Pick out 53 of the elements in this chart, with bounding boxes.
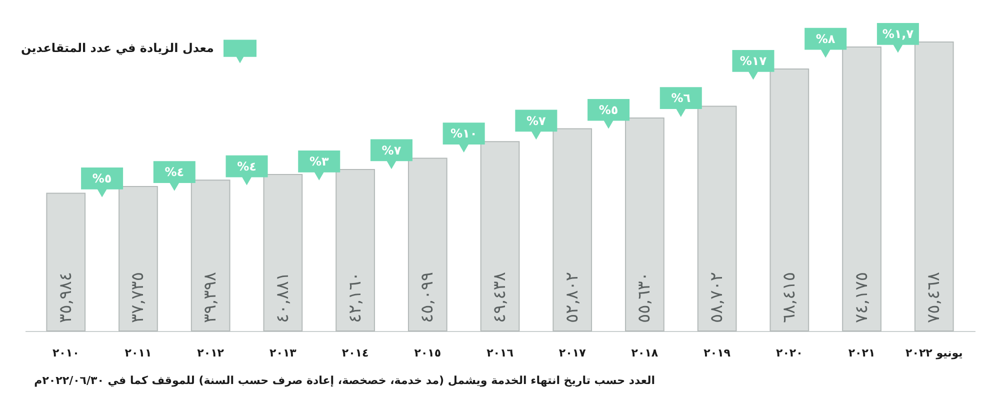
annotation: %٦ <box>671 91 691 106</box>
annotation: %٧ <box>526 114 547 128</box>
annotation: %٨ <box>816 32 836 46</box>
bar <box>552 128 592 332</box>
bar <box>770 68 810 332</box>
bar <box>697 106 737 332</box>
bar <box>480 141 520 332</box>
annotation: %١٠ <box>450 126 478 141</box>
bar <box>118 186 158 332</box>
data-label: ٧٤,١٧٥ <box>852 272 872 323</box>
data-label: ٤٢,١٦٠ <box>345 272 366 323</box>
data-label: ٣٧,٧٣٥ <box>128 272 148 323</box>
annotation: %٥ <box>92 171 112 186</box>
data-label: ٥٨,٧٠٢ <box>707 272 728 323</box>
annotation: %٥ <box>598 102 618 117</box>
data-label: ٧٥,٤٦٨ <box>924 272 944 323</box>
annotation: %٣ <box>309 154 330 169</box>
bar <box>842 46 882 332</box>
x-tick-label: ٢٠١١ <box>124 346 152 360</box>
data-label: ٣٥,٩٨٤ <box>56 272 76 323</box>
data-label: ٦٨,٤١٥ <box>779 272 800 323</box>
data-label: ٤٠,٨٨١ <box>272 272 293 323</box>
x-tick-label: ٢٠١٠ <box>52 346 80 360</box>
bar <box>190 180 230 332</box>
bar <box>914 42 954 332</box>
annotation: %٧ <box>382 143 402 158</box>
annotation: %٤ <box>237 159 256 174</box>
annotation: معدل الزيادة في عدد المتقاعدين <box>20 41 214 55</box>
x-tick-label: ٢٠٢٠ <box>776 346 803 360</box>
x-tick-label: يونيو ٢٠٢٢ <box>906 346 963 360</box>
x-tick-label: ٢٠١٥ <box>414 346 442 360</box>
bar <box>625 117 664 332</box>
data-label: ٥٢,٨٠٢ <box>562 272 582 323</box>
data-label: ٤٩,٤٣٨ <box>490 272 510 323</box>
data-label: ٤٥,٠٩٩ <box>418 272 438 323</box>
data-label: ٥٥,٦٣٠ <box>634 272 655 323</box>
text: العدد حسب تاريخ انتهاء الخدمة ويشمل (مد خدمة، خصخصة، إعادة صرف حسب السنة) للموقف كما في ٢٠٢٢/٠٦/٣٠م <box>34 374 655 387</box>
x-tick-label: ٢٠١٣ <box>270 346 297 360</box>
x-tick-label: ٢٠١٦ <box>486 346 514 360</box>
x-tick-label: ٢٠١٨ <box>631 346 658 360</box>
bar <box>336 169 375 332</box>
bar <box>408 158 448 332</box>
x-tick-label: ٢٠١٩ <box>704 346 731 360</box>
data-label: ٣٩,٣٩٨ <box>200 272 221 323</box>
annotation: %١٧ <box>740 54 768 68</box>
annotation: %٤ <box>164 165 184 180</box>
x-tick-label: ٢٠١٤ <box>342 346 369 360</box>
x-tick-label: ٢٠١٧ <box>558 346 586 360</box>
annotation: %١,٧ <box>882 27 914 41</box>
x-tick-label: ٢٠١٢ <box>197 346 224 360</box>
x-tick-label: ٢٠٢١ <box>848 346 876 360</box>
bar <box>46 192 86 332</box>
bar <box>263 174 303 332</box>
